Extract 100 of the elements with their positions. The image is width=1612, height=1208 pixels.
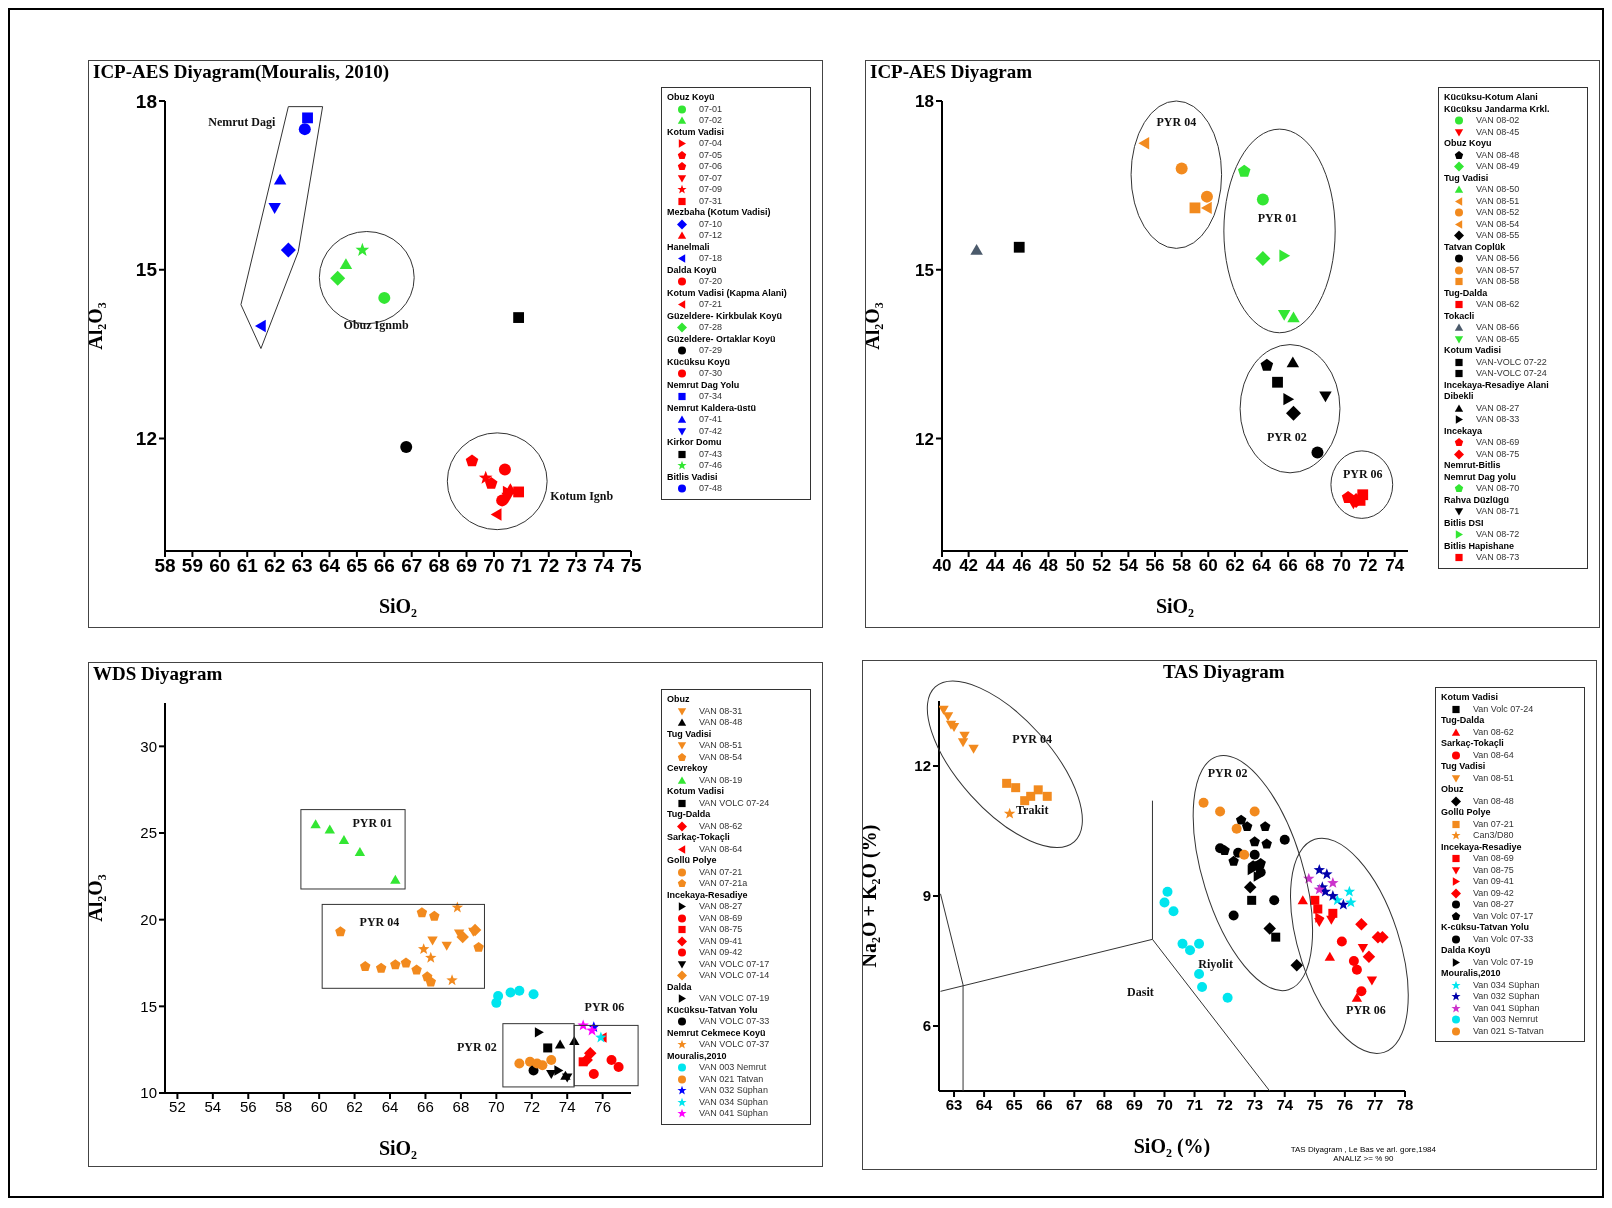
legend-label: 07-29 <box>699 345 723 357</box>
legend-label: VAN 08-71 <box>1476 506 1520 518</box>
legend-label: VAN VOLC 07-33 <box>699 1016 770 1028</box>
annotation: PYR 01 <box>1257 210 1298 225</box>
legend-label: VAN 021 Tatvan <box>699 1073 764 1085</box>
x-tick-label: 69 <box>455 555 478 577</box>
x-tick-label: 60 <box>310 1097 328 1115</box>
legend-label: VAN VOLC 07-19 <box>699 993 770 1005</box>
legend-label: VAN 08-27 <box>1476 402 1520 414</box>
x-tick-label: 78 <box>1396 1095 1414 1113</box>
x-tick-label: 60 <box>1198 556 1218 576</box>
legend-label: 07-09 <box>699 184 723 196</box>
text: Nemrut Dag Yolu <box>667 379 741 391</box>
y-tick-label: 30 <box>140 737 157 755</box>
legend-label: VAN 08-54 <box>699 751 743 763</box>
x-tick-label: 63 <box>945 1095 963 1113</box>
annotation: PYR 04 <box>1156 115 1197 130</box>
legend-label: VAN 08-73 <box>1476 552 1520 564</box>
text: Güzeldere- Kirkbulak Koyü <box>667 310 784 322</box>
legend-label: VAN 08-45 <box>1476 126 1520 138</box>
x-tick-label: 74 <box>558 1097 576 1115</box>
x-tick-label: 73 <box>565 555 587 577</box>
x-tick-label: 76 <box>594 1097 611 1115</box>
legend-label: Van 08-64 <box>1473 749 1514 761</box>
x-axis-title: SiO₂ (%) <box>1133 1135 1211 1158</box>
x-tick-label: 46 <box>1012 556 1032 576</box>
x-tick-label: 54 <box>1118 556 1139 576</box>
y-axis-title: Na₂O + K₂O (%) <box>858 824 882 968</box>
legend-label: Van 09-42 <box>1473 887 1514 899</box>
legend-label: VAN 041 Süphan <box>699 1108 768 1120</box>
y-tick-label: 6 <box>922 1017 931 1035</box>
legend-label: 07-05 <box>699 149 723 161</box>
x-tick-label: 63 <box>291 555 313 577</box>
x-tick-label: 66 <box>1035 1095 1053 1113</box>
text: Dibekli <box>1444 391 1475 403</box>
text: Incekaya-Resadiye <box>1441 841 1523 853</box>
text: Mezbaha (Kotum Vadisi) <box>667 207 772 219</box>
legend-label: 07-20 <box>699 276 723 288</box>
text: Dalda <box>667 981 693 993</box>
y-axis-title: Al₂O₃ <box>861 302 884 350</box>
legend-label: 07-30 <box>699 368 723 380</box>
x-tick-label: 52 <box>169 1097 186 1115</box>
text: Nemrut Kaldera-üstü <box>667 402 757 414</box>
legend-label: 07-34 <box>699 391 723 403</box>
legend-label: VAN 034 Süphan <box>699 1096 768 1108</box>
legend-label: VAN 08-51 <box>1476 195 1520 207</box>
x-tick-label: 54 <box>204 1097 222 1115</box>
legend-label: 07-07 <box>699 172 723 184</box>
x-tick-label: 42 <box>959 556 979 576</box>
legend-label: VAN 07-21 <box>699 866 743 878</box>
x-tick-label: 70 <box>483 555 505 577</box>
x-tick-label: 62 <box>1225 556 1245 576</box>
x-tick-label: 64 <box>1252 556 1272 576</box>
legend-label: VAN 08-48 <box>1476 149 1520 161</box>
text: Tug Vadisi <box>1444 172 1490 184</box>
legend-label: VAN 08-31 <box>699 705 743 717</box>
text: TAS Diyagram , Le Bas ve arl. gore,1984 <box>1290 1145 1436 1154</box>
annotation: PYR 04 <box>359 914 400 929</box>
chart-title: WDS Diyagram <box>93 663 223 685</box>
x-tick-label: 75 <box>620 555 642 577</box>
legend-label: VAN VOLC 07-37 <box>699 1039 770 1051</box>
x-tick-label: 74 <box>1276 1095 1294 1113</box>
x-tick-label: 66 <box>1278 556 1298 576</box>
x-tick-label: 68 <box>428 555 450 577</box>
legend-label: VAN 09-42 <box>699 947 743 959</box>
y-tick-label: 20 <box>140 910 157 928</box>
y-axis-title: Al₂O₃ <box>84 874 107 922</box>
y-tick-label: 12 <box>914 757 931 775</box>
x-tick-label: 62 <box>264 555 286 577</box>
text: Obuz Koyü <box>667 92 716 104</box>
text: Kücüksu-Kotum Alani <box>1444 92 1539 104</box>
text: Cevrekoy <box>667 763 709 775</box>
x-tick-label: 71 <box>510 555 533 577</box>
x-tick-label: 76 <box>1336 1095 1354 1113</box>
text: Mouralis,2010 <box>667 1050 728 1062</box>
text: ANALIZ >= % 90 <box>1332 1154 1395 1163</box>
legend-label: 07-21 <box>699 299 723 311</box>
x-tick-label: 61 <box>236 555 259 577</box>
text: Kücüksu-Tatvan Yolu <box>667 1004 759 1016</box>
x-tick-label: 67 <box>1065 1095 1083 1113</box>
legend-label: VAN 09-41 <box>699 935 743 947</box>
annotation: PYR 06 <box>1346 1002 1386 1017</box>
text: Nemrut-Bitlis <box>1444 460 1502 472</box>
text: Tatvan Coplük <box>1444 241 1507 253</box>
x-tick-label: 72 <box>538 555 560 577</box>
text: Kotum Vadisi <box>1441 692 1499 704</box>
legend-label: 07-41 <box>699 414 723 426</box>
legend-label: VAN 08-75 <box>699 924 743 936</box>
x-tick-label: 52 <box>1092 556 1112 576</box>
y-tick-label: 25 <box>140 824 157 842</box>
legend-label: VAN 08-70 <box>1476 483 1520 495</box>
legend-label: VAN 08-54 <box>1476 218 1520 230</box>
legend-label: VAN-VOLC 07-24 <box>1476 368 1547 380</box>
legend-label: VAN 08-69 <box>699 912 743 924</box>
legend-label: VAN 08-64 <box>699 843 743 855</box>
x-tick-label: 40 <box>932 556 952 576</box>
annotation: PYR 02 <box>457 1039 497 1054</box>
x-tick-label: 72 <box>1216 1095 1233 1113</box>
legend-label: VAN 08-62 <box>699 820 743 832</box>
legend-label: Van 021 S-Tatvan <box>1473 1025 1544 1037</box>
